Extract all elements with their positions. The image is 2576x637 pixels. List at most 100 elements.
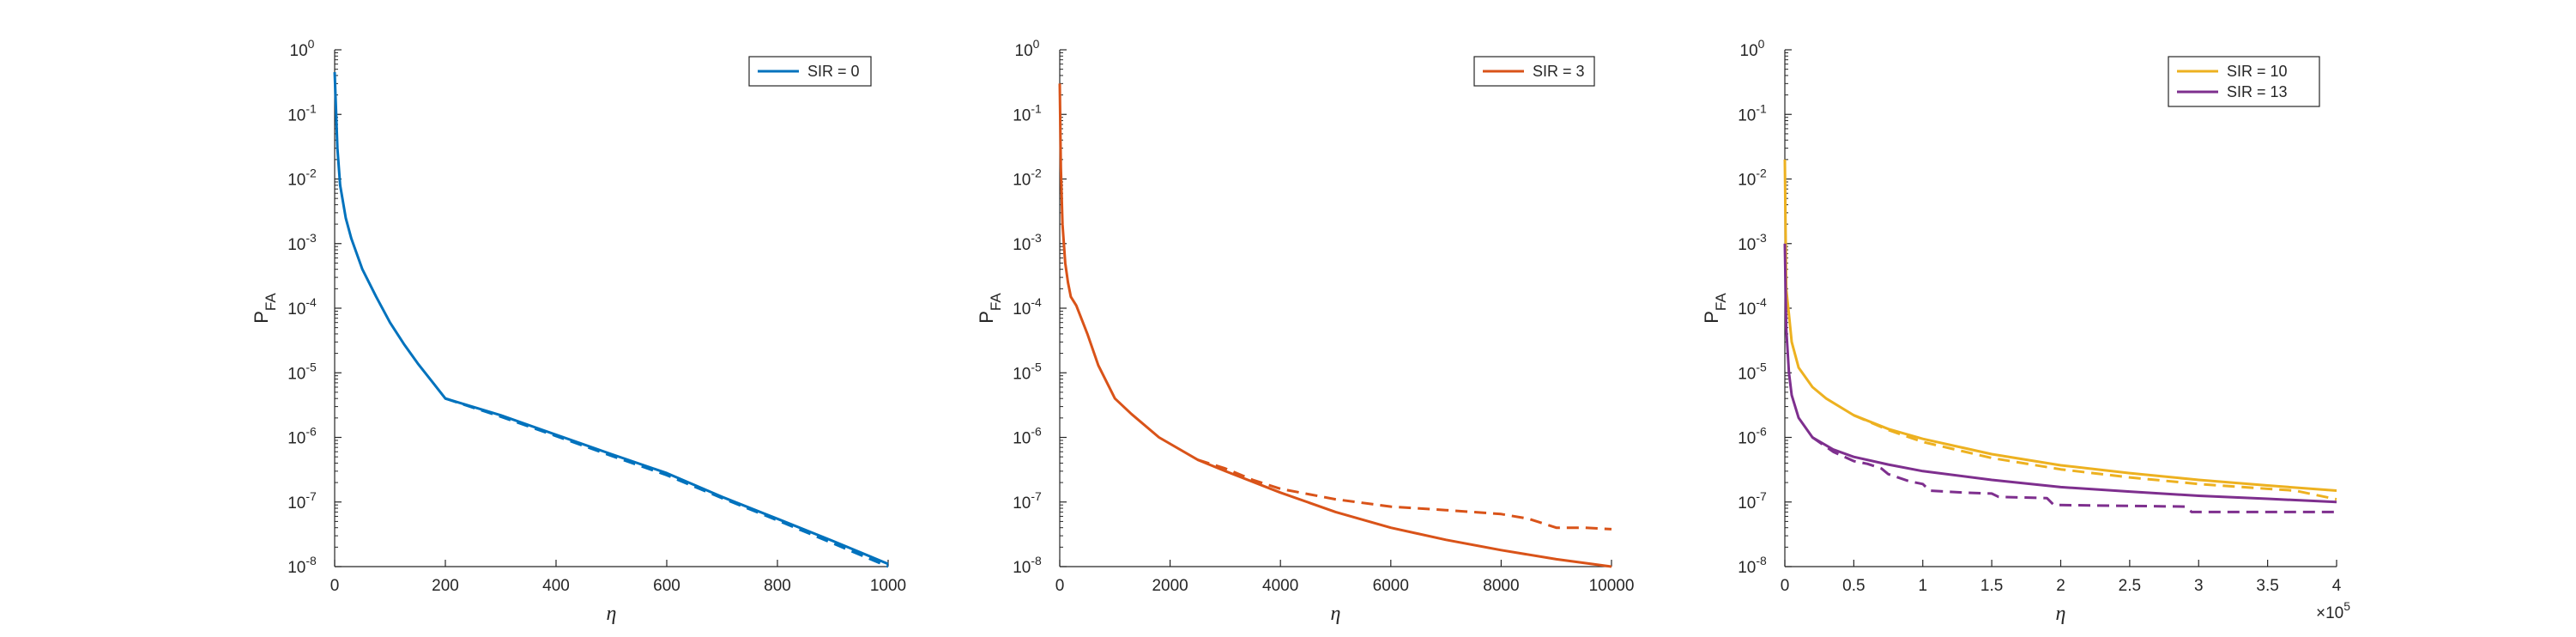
series-line-sir13 xyxy=(1783,243,2337,504)
y-tick-base: 10 xyxy=(1740,42,1758,60)
x-tick-label: 1.5 xyxy=(1980,577,2003,595)
y-tick-base: 10 xyxy=(1013,494,1031,513)
x-tick-label: 4 xyxy=(2332,577,2342,595)
x-axis-label: η xyxy=(1331,603,1341,625)
legend-box xyxy=(748,56,872,87)
y-tick-label: 10-6 xyxy=(287,425,317,448)
y-tick-exponent: -5 xyxy=(1756,360,1767,373)
y-tick-exponent: -5 xyxy=(1031,360,1042,373)
y-axis-label: PFA xyxy=(1701,293,1729,324)
y-tick-base: 10 xyxy=(1013,106,1031,124)
y-tick-base: 10 xyxy=(1738,494,1756,513)
x-tick-label: 0 xyxy=(330,577,340,595)
y-tick-exponent: 0 xyxy=(308,37,315,51)
legend-box xyxy=(2168,56,2320,107)
x-tick-label: 0 xyxy=(1055,577,1065,595)
x-tick-label: 6000 xyxy=(1373,577,1409,595)
y-tick-label: 10-5 xyxy=(1013,360,1042,383)
y-tick-base: 10 xyxy=(287,106,305,124)
y-tick-base: 10 xyxy=(1013,172,1031,190)
y-tick-label: 10-2 xyxy=(287,167,317,190)
x-exponent-power: 5 xyxy=(2343,599,2350,613)
y-tick-label: 10-1 xyxy=(1013,101,1042,124)
x-axis-label: η xyxy=(607,603,617,625)
series-line-dashed-1 xyxy=(1197,458,1612,531)
y-tick-base: 10 xyxy=(1013,430,1031,448)
y-tick-exponent: 0 xyxy=(1758,37,1765,51)
y-tick-base: 10 xyxy=(1013,365,1031,383)
y-tick-base: 10 xyxy=(287,172,305,190)
y-tick-base: 10 xyxy=(1738,559,1756,577)
y-tick-base: 10 xyxy=(1738,365,1756,383)
x-tick-label: 8000 xyxy=(1483,577,1519,595)
y-axis-label: PFA xyxy=(976,293,1004,324)
x-tick-label: 200 xyxy=(432,577,459,595)
y-tick-exponent: -5 xyxy=(305,360,317,373)
y-tick-label: 10-4 xyxy=(1738,295,1767,318)
legend-label: SIR = 3 xyxy=(1533,63,1585,80)
x-tick-label: 600 xyxy=(653,577,680,595)
y-tick-label: 100 xyxy=(1015,37,1040,60)
series-line-sir10 xyxy=(1783,159,2337,492)
x-tick-label: 1000 xyxy=(870,577,906,595)
y-tick-label: 10-6 xyxy=(1013,425,1042,448)
y-tick-exponent: -2 xyxy=(1756,167,1767,180)
y-tick-base: 10 xyxy=(290,42,308,60)
series-line-dashed-1 xyxy=(1853,414,2337,501)
x-tick-label: 3 xyxy=(2194,577,2204,595)
x-tick-label: 0.5 xyxy=(1842,577,1865,595)
legend-label: SIR = 10 xyxy=(2227,63,2288,80)
y-tick-label: 10-8 xyxy=(1738,554,1767,577)
x-tick-label: 4000 xyxy=(1262,577,1298,595)
y-tick-exponent: -7 xyxy=(1031,489,1042,503)
y-tick-exponent: -3 xyxy=(1756,231,1767,245)
y-tick-exponent: -4 xyxy=(305,295,317,309)
y-axis-label-subscript: FA xyxy=(1713,293,1729,311)
y-tick-exponent: -1 xyxy=(1031,101,1042,115)
y-tick-exponent: -4 xyxy=(1031,295,1042,309)
legend: SIR = 0 xyxy=(748,56,872,87)
x-exponent-prefix: ×10 xyxy=(2316,604,2343,622)
y-tick-exponent: -3 xyxy=(305,231,317,245)
y-tick-base: 10 xyxy=(287,494,305,513)
x-tick-label: 0 xyxy=(1781,577,1790,595)
y-tick-base: 10 xyxy=(287,365,305,383)
y-tick-exponent: -6 xyxy=(1031,425,1042,439)
y-tick-exponent: -6 xyxy=(305,425,317,439)
y-axis-label-subscript: FA xyxy=(988,293,1004,311)
y-tick-label: 10-2 xyxy=(1013,167,1042,190)
y-tick-exponent: -1 xyxy=(1756,101,1767,115)
y-axis-label-main: P xyxy=(976,311,997,324)
y-tick-base: 10 xyxy=(1738,172,1756,190)
y-axis-label-main: P xyxy=(1701,311,1722,324)
y-tick-exponent: -7 xyxy=(305,489,317,503)
y-tick-exponent: -6 xyxy=(1756,425,1767,439)
x-tick-label: 800 xyxy=(764,577,791,595)
y-tick-exponent: -4 xyxy=(1756,295,1767,309)
y-tick-base: 10 xyxy=(287,559,305,577)
legend: SIR = 10 SIR = 13 xyxy=(2168,56,2320,107)
y-tick-exponent: 0 xyxy=(1033,37,1040,51)
y-tick-exponent: -8 xyxy=(1031,554,1042,567)
y-tick-label: 10-4 xyxy=(1013,295,1042,318)
y-tick-label: 10-3 xyxy=(1013,231,1042,254)
y-tick-base: 10 xyxy=(1738,430,1756,448)
y-tick-base: 10 xyxy=(1738,106,1756,124)
y-tick-base: 10 xyxy=(1738,300,1756,318)
y-tick-label: 10-7 xyxy=(287,489,317,513)
y-tick-exponent: -8 xyxy=(1756,554,1767,567)
legend-label: SIR = 13 xyxy=(2227,83,2288,100)
y-tick-label: 10-4 xyxy=(287,295,317,318)
y-tick-base: 10 xyxy=(287,430,305,448)
y-tick-exponent: -3 xyxy=(1031,231,1042,245)
legend-label: SIR = 0 xyxy=(807,63,860,80)
y-tick-label: 10-5 xyxy=(287,360,317,383)
y-tick-label: 10-2 xyxy=(1738,167,1767,190)
x-tick-label: 2000 xyxy=(1152,577,1188,595)
x-tick-label: 3.5 xyxy=(2256,577,2278,595)
y-tick-base: 10 xyxy=(287,300,305,318)
